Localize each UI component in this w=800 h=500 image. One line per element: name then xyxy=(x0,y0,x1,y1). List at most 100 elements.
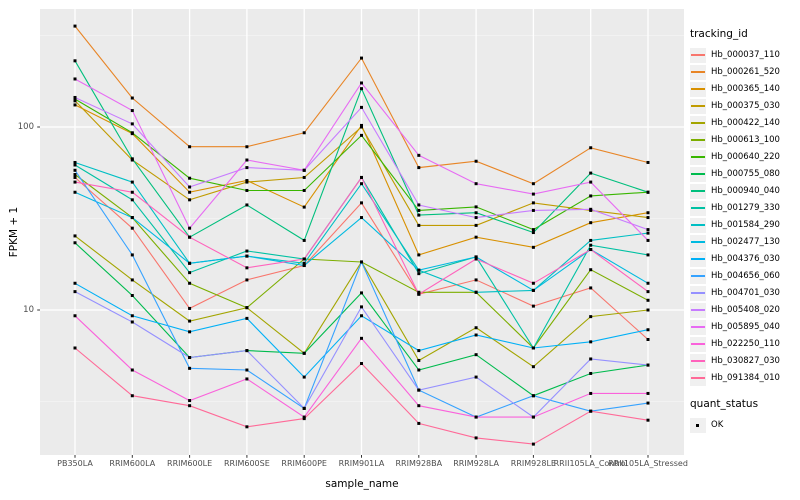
x-axis-title: sample_name xyxy=(325,478,399,490)
data-point xyxy=(302,205,306,209)
x-tick-label-RRII105LA_Control: RRII105LA_Control xyxy=(553,459,628,468)
legend-label: Hb_001584_290 xyxy=(711,220,780,230)
data-point xyxy=(188,319,192,323)
legend-title-tracking-id: tracking_id xyxy=(690,28,748,40)
data-point xyxy=(130,320,134,324)
legend-key-icon xyxy=(690,251,706,267)
legend-label: Hb_004701_030 xyxy=(711,288,780,298)
data-point xyxy=(360,314,363,318)
data-point xyxy=(646,290,650,294)
data-point xyxy=(531,415,535,419)
data-point xyxy=(130,253,134,257)
data-point xyxy=(474,182,478,186)
data-point xyxy=(130,131,134,135)
data-point xyxy=(188,261,192,265)
data-point xyxy=(73,234,77,238)
legend-row-Hb_002477_130: Hb_002477_130 xyxy=(690,234,798,250)
legend-row-Hb_000613_100: Hb_000613_100 xyxy=(690,132,798,148)
data-point xyxy=(73,97,77,101)
data-point xyxy=(589,180,593,184)
data-point xyxy=(245,166,249,170)
legend-row-Hb_005895_040: Hb_005895_040 xyxy=(690,319,798,335)
series-color-line-icon xyxy=(691,156,705,158)
legend-key-icon xyxy=(690,319,706,335)
data-point xyxy=(474,216,478,220)
series-color-line-icon xyxy=(691,207,705,209)
legend-label: Hb_004656_060 xyxy=(711,271,780,281)
data-point xyxy=(188,356,192,360)
x-tick-label-RRIM600SE: RRIM600SE xyxy=(224,459,270,468)
data-point xyxy=(531,245,535,249)
data-point xyxy=(474,290,478,294)
data-point xyxy=(188,399,192,403)
x-tick-label-RRIM928LA: RRIM928LA xyxy=(453,459,499,468)
data-point xyxy=(73,314,77,318)
data-point xyxy=(474,353,478,357)
data-point xyxy=(531,228,535,232)
data-point xyxy=(417,268,421,272)
data-point xyxy=(245,425,249,429)
data-point xyxy=(646,160,650,164)
data-point xyxy=(417,272,421,276)
data-point xyxy=(646,391,650,395)
data-point xyxy=(474,257,478,261)
data-point xyxy=(531,182,535,186)
data-point xyxy=(646,228,650,232)
legend-row-Hb_000037_110: Hb_000037_110 xyxy=(690,47,798,63)
data-point xyxy=(417,213,421,217)
series-color-line-icon xyxy=(691,241,705,243)
data-point xyxy=(73,103,77,107)
legend-label: Hb_000940_040 xyxy=(711,186,780,196)
data-point xyxy=(360,336,363,340)
series-color-line-icon xyxy=(691,173,705,175)
data-point xyxy=(646,363,650,367)
legend-label: OK xyxy=(711,420,724,430)
data-point xyxy=(474,375,478,379)
data-point xyxy=(302,375,306,379)
data-point xyxy=(474,278,478,282)
data-point xyxy=(130,394,134,398)
data-point xyxy=(589,315,593,319)
data-point xyxy=(245,249,249,253)
data-point xyxy=(531,231,535,235)
data-point xyxy=(73,281,77,285)
data-point xyxy=(417,349,421,353)
series-color-line-icon xyxy=(691,88,705,90)
data-point xyxy=(589,146,593,150)
data-point xyxy=(417,223,421,227)
data-point xyxy=(646,401,650,405)
data-point xyxy=(531,394,535,398)
legend-label: Hb_022250_110 xyxy=(711,339,780,349)
legend-title-quant-status: quant_status xyxy=(690,398,759,410)
data-point xyxy=(245,179,249,183)
legend-row-Hb_004701_030: Hb_004701_030 xyxy=(690,285,798,301)
data-point xyxy=(360,81,363,85)
data-point xyxy=(646,231,650,235)
data-point xyxy=(589,207,593,211)
data-point xyxy=(589,340,593,344)
data-point xyxy=(646,190,650,194)
data-point xyxy=(302,406,306,410)
data-point xyxy=(73,95,77,99)
x-tick-label-RRIM928BA: RRIM928BA xyxy=(395,459,443,468)
data-point xyxy=(531,442,535,446)
x-tick-label-RRIM928LE: RRIM928LE xyxy=(510,459,556,468)
data-point xyxy=(245,203,249,207)
black-square-marker-icon xyxy=(696,423,700,427)
data-point xyxy=(589,221,593,225)
data-point xyxy=(302,168,306,172)
series-color-line-icon xyxy=(691,309,705,311)
legend-key-icon xyxy=(690,302,706,318)
data-point xyxy=(73,180,77,184)
legend-label: Hb_000422_140 xyxy=(711,118,780,128)
data-point xyxy=(531,192,535,196)
data-point xyxy=(245,306,249,310)
data-point xyxy=(360,56,363,60)
data-point xyxy=(73,175,77,179)
legend-key-icon xyxy=(690,217,706,233)
data-point xyxy=(188,235,192,239)
data-point xyxy=(302,264,306,268)
x-tick-label-RRIM600LA: RRIM600LA xyxy=(109,459,156,468)
series-color-line-icon xyxy=(691,275,705,277)
